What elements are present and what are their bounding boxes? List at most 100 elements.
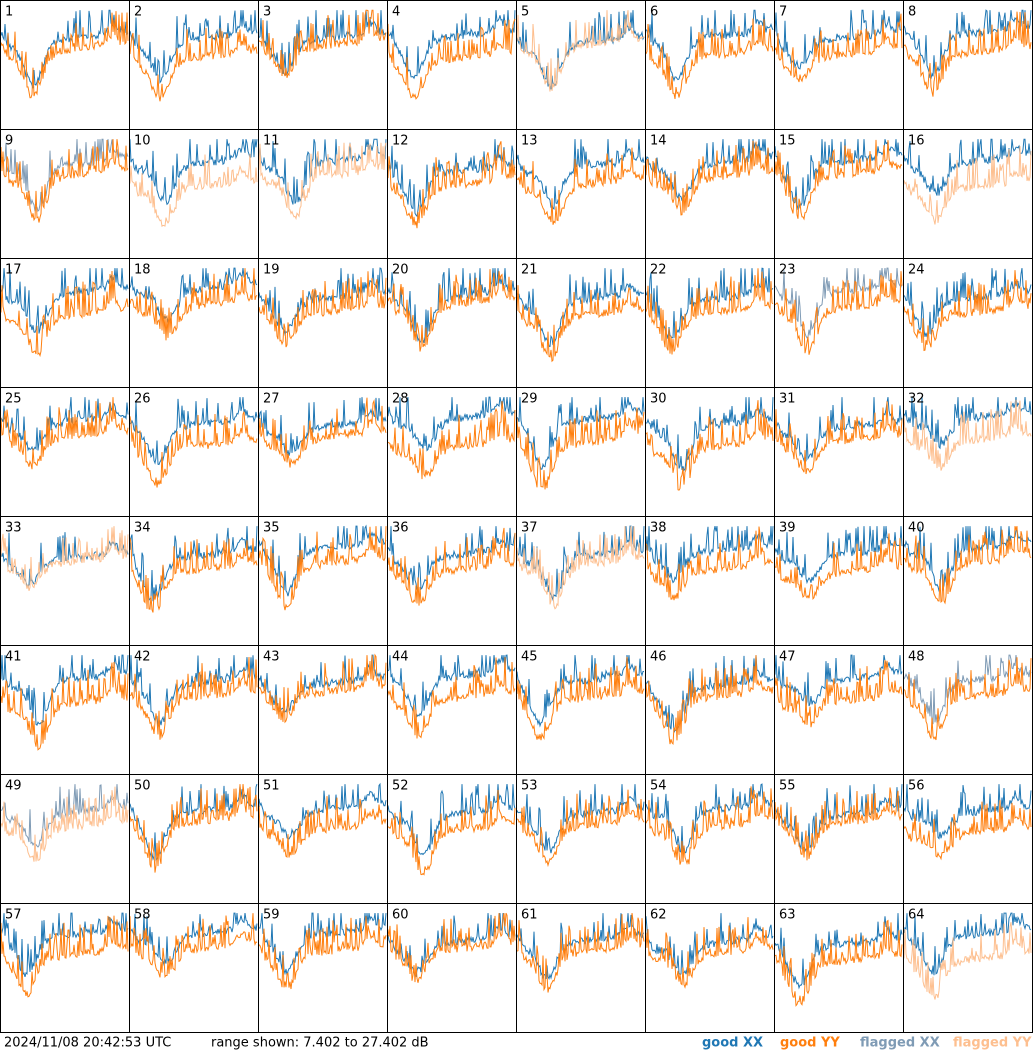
panel-label: 28 [392, 392, 409, 407]
panel: 15 [774, 129, 904, 259]
panel-frame [0, 774, 130, 904]
panel: 6 [645, 0, 775, 130]
xx-trace [904, 784, 1032, 840]
panel-frame [645, 903, 775, 1033]
panel-label: 62 [650, 908, 667, 923]
yy-trace [904, 146, 1032, 225]
yy-trace [775, 271, 903, 355]
xx-trace [775, 654, 903, 707]
panel: 3 [258, 0, 388, 130]
panel: 26 [129, 387, 259, 517]
yy-trace [388, 269, 516, 352]
panel-label: 51 [263, 779, 280, 794]
panel: 29 [516, 387, 646, 517]
yy-trace [1, 786, 129, 862]
yy-trace [517, 10, 645, 92]
panel: 14 [645, 129, 775, 259]
yy-trace [646, 268, 774, 355]
panel-frame [903, 645, 1033, 775]
xx-trace [517, 784, 645, 854]
panel: 55 [774, 774, 904, 904]
panel: 56 [903, 774, 1033, 904]
panel: 5 [516, 0, 646, 130]
panel: 37 [516, 516, 646, 646]
panel-label: 54 [650, 779, 667, 794]
yy-trace [388, 657, 516, 739]
panel-label: 45 [521, 650, 538, 665]
panel: 7 [774, 0, 904, 130]
panel: 43 [258, 645, 388, 775]
panel-label: 42 [134, 650, 151, 665]
yy-trace [130, 537, 258, 613]
yy-trace [388, 789, 516, 876]
panel-label: 7 [779, 5, 787, 20]
xx-trace [904, 138, 1032, 196]
yy-trace [259, 397, 387, 468]
panel-frame [258, 774, 388, 904]
panel: 44 [387, 645, 517, 775]
panel-label: 58 [134, 908, 151, 923]
panel: 54 [645, 774, 775, 904]
panel-frame [0, 0, 130, 130]
yy-trace [904, 399, 1032, 471]
panel: 23 [774, 258, 904, 388]
yy-trace [775, 139, 903, 221]
yy-trace [646, 655, 774, 745]
panel-label: 11 [263, 134, 280, 149]
yy-trace [1, 661, 129, 751]
panel-label: 36 [392, 521, 409, 536]
yy-trace [388, 141, 516, 229]
panel-frame [516, 516, 646, 646]
yy-trace [130, 153, 258, 228]
panel-label: 1 [5, 5, 13, 20]
panel-label: 12 [392, 134, 409, 149]
yy-trace [259, 526, 387, 611]
panel: 36 [387, 516, 517, 646]
panel-label: 48 [908, 650, 925, 665]
yy-trace [130, 411, 258, 488]
range-text: range shown: 7.402 to 27.402 dB [211, 1036, 429, 1051]
panel: 31 [774, 387, 904, 517]
panel-frame [129, 516, 259, 646]
panel: 52 [387, 774, 517, 904]
yy-trace [388, 401, 516, 480]
xx-trace [904, 912, 1032, 976]
xx-trace [1, 397, 129, 452]
legend-entry: good YY [780, 1036, 840, 1051]
panel: 20 [387, 258, 517, 388]
panel: 35 [258, 516, 388, 646]
panel: 13 [516, 129, 646, 259]
yy-trace [775, 919, 903, 1007]
yy-trace [388, 912, 516, 983]
legend-entry: flagged YY [953, 1036, 1032, 1051]
panel-label: 16 [908, 134, 925, 149]
yy-trace [517, 656, 645, 741]
yy-trace [130, 913, 258, 978]
yy-trace [1, 270, 129, 358]
panel-frame [645, 0, 775, 130]
yy-trace [388, 18, 516, 100]
yy-trace [130, 784, 258, 873]
yy-trace [1, 11, 129, 99]
panel-label: 60 [392, 908, 409, 923]
panel: 64 [903, 903, 1033, 1033]
panel-frame [516, 774, 646, 904]
panel: 49 [0, 774, 130, 904]
panel-frame [645, 129, 775, 259]
panel: 42 [129, 645, 259, 775]
panel-frame [258, 387, 388, 517]
panel-label: 19 [263, 263, 280, 278]
panel: 17 [0, 258, 130, 388]
panel: 2 [129, 0, 259, 130]
panel-frame [387, 516, 517, 646]
panel-label: 4 [392, 5, 400, 20]
yy-trace [775, 660, 903, 728]
panel-frame [903, 774, 1033, 904]
yy-trace [259, 916, 387, 990]
timestamp: 2024/11/08 20:42:53 UTC [4, 1036, 171, 1051]
panel-label: 25 [5, 392, 22, 407]
panel: 58 [129, 903, 259, 1033]
xx-trace [130, 139, 258, 206]
panel: 10 [129, 129, 259, 259]
panel-label: 29 [521, 392, 538, 407]
